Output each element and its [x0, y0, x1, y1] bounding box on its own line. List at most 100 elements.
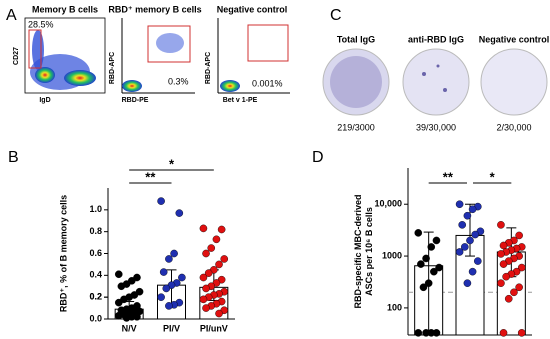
data-point [455, 200, 464, 209]
well-title: anti-RBD IgG [408, 34, 464, 44]
data-point [422, 254, 430, 263]
data-point [515, 283, 523, 292]
data-point [422, 329, 430, 337]
well: Total IgG 219/3000 [322, 34, 390, 132]
data-point [212, 235, 221, 244]
well-image [402, 48, 470, 116]
gate-value: 0.3% [168, 76, 189, 86]
data-point [517, 263, 526, 272]
spot [422, 72, 426, 76]
data-point [497, 279, 505, 287]
data-point [473, 257, 482, 265]
well-count: 2/30,000 [496, 122, 531, 132]
data-point [460, 243, 469, 251]
y-axis-label: RBD-APC [109, 52, 116, 84]
data-point [217, 225, 226, 234]
significance-label: ** [443, 169, 454, 184]
density [32, 30, 44, 70]
x-axis-label: IgD [39, 97, 50, 104]
y-tick-label: 0.4 [89, 270, 102, 280]
density [156, 33, 184, 53]
data-point [502, 272, 510, 281]
data-point [165, 302, 173, 310]
significance-label: * [169, 156, 175, 171]
spots [330, 56, 382, 108]
y-axis-label: RBD-specific MBC-derived [353, 194, 363, 308]
significance-label: * [490, 169, 496, 184]
data-point [162, 284, 171, 293]
data-point [424, 279, 433, 287]
x-tick-label: PI/V [163, 323, 180, 333]
data-point [159, 268, 168, 276]
x-tick-label: N/V [122, 323, 137, 333]
gate-value: 0.001% [252, 78, 283, 88]
y-axis-label: RBD⁺, % of B memory cells [58, 195, 68, 312]
panel-label: A [6, 7, 17, 24]
data-point [215, 260, 223, 269]
data-point [207, 244, 216, 252]
data-point [199, 295, 208, 304]
data-point [430, 267, 438, 276]
data-point [122, 314, 131, 322]
density [64, 70, 96, 86]
well-title: Negative control [479, 34, 550, 44]
y-axis-label: CD27 [13, 47, 20, 65]
density [122, 80, 142, 92]
well: anti-RBD IgG 39/30,000 [402, 34, 470, 132]
data-point [178, 273, 186, 282]
y-tick-label: 1.0 [89, 204, 102, 214]
well-count: 219/3000 [337, 122, 375, 132]
plot-title: Memory B cells [32, 4, 98, 14]
data-point [157, 197, 165, 205]
x-axis-label: RBD-PE [122, 97, 149, 104]
data-point [419, 283, 428, 292]
x-axis-label: Bet v 1-PE [223, 97, 258, 104]
spot [443, 88, 447, 92]
gate [147, 25, 191, 63]
plot-title: RBD⁺ memory B cells [108, 4, 201, 14]
data-point [202, 249, 210, 258]
y-tick-label: 0.6 [89, 248, 102, 258]
data-point [504, 294, 513, 303]
data-point [427, 243, 436, 251]
gate-value: 28.5% [28, 19, 54, 29]
well: Negative control 2/30,000 [479, 34, 550, 132]
data-point [432, 236, 441, 245]
data-point [435, 263, 443, 272]
data-point [202, 284, 210, 293]
data-point [199, 273, 208, 282]
density [220, 80, 240, 92]
data-point [458, 221, 467, 229]
data-point [471, 230, 480, 239]
data-point [204, 269, 213, 277]
gate [247, 24, 289, 62]
data-point [468, 267, 477, 276]
data-point [170, 249, 178, 258]
y-tick-label: 0.2 [89, 292, 102, 302]
data-point [463, 211, 472, 220]
data-point [515, 231, 523, 240]
well-count: 39/30,000 [416, 122, 456, 132]
y-tick-label: 10,000 [374, 199, 402, 209]
flow-plot: Negative control 0.001% RBD-APC Bet v 1-… [205, 4, 290, 104]
x-tick-label: PI/unV [200, 323, 228, 333]
y-tick-label: 0.0 [89, 313, 102, 323]
plot-title: Negative control [217, 4, 288, 14]
y-axis-label: RBD-APC [205, 52, 212, 84]
spot [436, 64, 440, 68]
y-tick-label: 1000 [382, 250, 402, 260]
data-point [468, 205, 477, 214]
data-point [114, 298, 123, 307]
data-point [517, 329, 526, 337]
panel-label: C [330, 7, 342, 24]
data-point [499, 329, 508, 337]
data-point [202, 304, 210, 312]
data-point [497, 221, 505, 229]
data-point [455, 248, 464, 256]
y-axis-label: ASCs per 10⁶ B cells [364, 207, 374, 296]
data-point [114, 270, 123, 279]
data-point [414, 229, 423, 237]
well-title: Total IgG [337, 34, 375, 44]
data-point [499, 241, 508, 250]
